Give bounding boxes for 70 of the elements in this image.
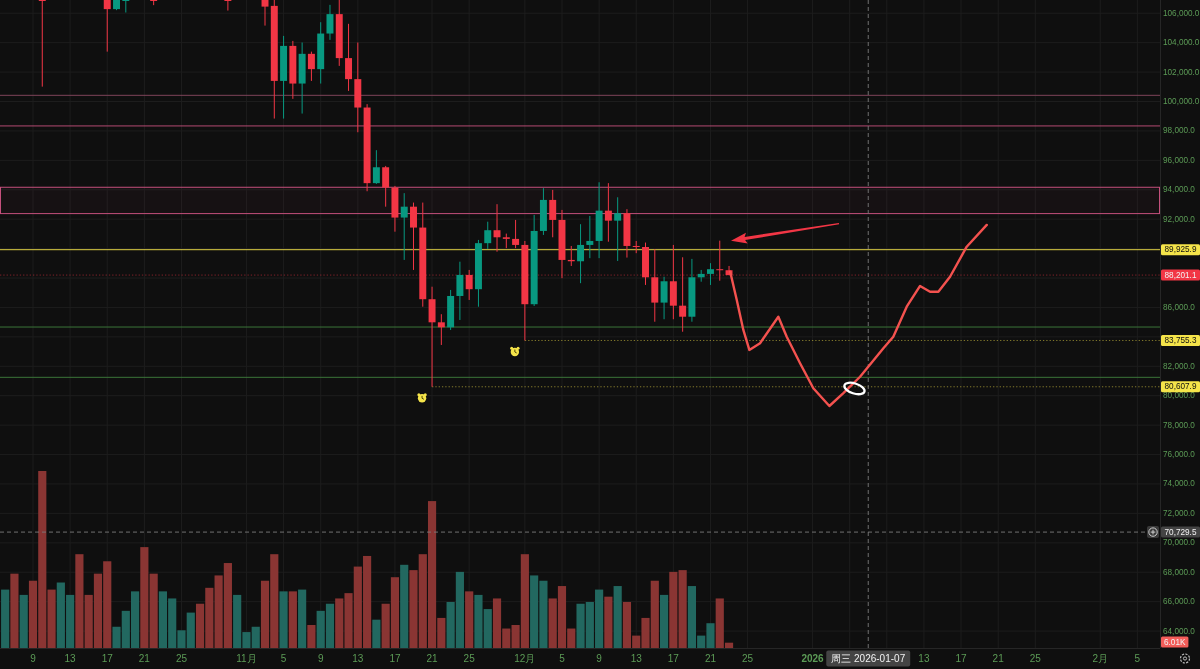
- x-tick-label: 9: [317, 653, 324, 664]
- bar: [140, 547, 149, 648]
- y-tick-label: 96,000.0: [1163, 155, 1196, 165]
- x-tick-label: 12月: [514, 653, 536, 664]
- y-tick-label: 102,000.0: [1163, 67, 1200, 77]
- x-tick-label: 13: [918, 653, 930, 664]
- bar: [279, 591, 288, 648]
- x-tick-label: 21: [704, 653, 717, 664]
- ref-line-label: 80,607.9: [1164, 382, 1197, 392]
- y-tick-label: 92,000.0: [1163, 214, 1196, 224]
- ref-line-label: 周三 2026-01-07: [831, 653, 906, 664]
- bar: [400, 564, 409, 648]
- y-tick-label: 98,000.0: [1163, 126, 1196, 136]
- x-tick-label: 2026: [801, 653, 825, 664]
- x-tick-label: 9: [596, 653, 603, 664]
- bar: [307, 624, 316, 648]
- bar: [10, 573, 19, 648]
- bar: [465, 591, 474, 648]
- bar: [75, 554, 84, 648]
- y-tick-label: 86,000.0: [1163, 302, 1196, 312]
- y-tick-label: 64,000.0: [1163, 626, 1196, 636]
- ref-line-label: 88,201.1: [1164, 270, 1197, 280]
- x-tick-label: 25: [175, 653, 188, 664]
- ref-line-label: 89,925.9: [1164, 245, 1197, 255]
- x-tick-label: 17: [389, 653, 401, 664]
- y-tick-label: 68,000.0: [1163, 567, 1196, 577]
- y-tick-label: 82,000.0: [1163, 361, 1196, 371]
- x-tick-label: 25: [463, 653, 476, 664]
- x-tick-label: 13: [630, 653, 643, 664]
- x-tick-label: 5: [1134, 653, 1141, 664]
- y-tick-label: 76,000.0: [1163, 450, 1196, 460]
- x-tick-label: 9: [30, 653, 37, 664]
- x-tick-label: 25: [1029, 653, 1042, 664]
- x-tick-label: 21: [992, 653, 1005, 664]
- y-tick-label: 94,000.0: [1163, 185, 1196, 195]
- x-tick-label: 2月: [1092, 653, 1109, 664]
- text: 6.01K: [1164, 637, 1186, 647]
- x-tick-label: 5: [559, 653, 566, 664]
- bar: [659, 594, 669, 648]
- bar: [372, 619, 381, 648]
- bar: [19, 594, 28, 648]
- x-tick-label: 25: [742, 653, 754, 664]
- y-tick-label: 72,000.0: [1163, 508, 1196, 518]
- bar: [1, 589, 10, 648]
- bar: [604, 596, 613, 648]
- y-tick-label: 78,000.0: [1163, 420, 1196, 430]
- x-tick-label: 13: [352, 653, 364, 664]
- y-tick-label: 100,000.0: [1163, 97, 1200, 106]
- ref-line-label: 83,755.3: [1164, 335, 1197, 345]
- bar: [298, 589, 307, 648]
- bar: [669, 571, 678, 648]
- x-tick-label: 11月: [236, 653, 257, 664]
- x-tick-label: 5: [280, 653, 287, 664]
- ref-line-label: 70,729.5: [1164, 527, 1197, 537]
- y-tick-label: 70,000.0: [1163, 538, 1196, 548]
- y-tick-label: 74,000.0: [1163, 479, 1196, 489]
- x-tick-label: 17: [667, 653, 680, 664]
- y-tick-label: 104,000.0: [1163, 38, 1200, 48]
- x-tick-label: 17: [955, 653, 968, 664]
- bar: [288, 591, 297, 648]
- bar: [149, 573, 158, 648]
- bar: [613, 586, 622, 648]
- y-tick-label: 106,000.0: [1163, 8, 1200, 18]
- bar: [678, 570, 687, 648]
- x-tick-label: 17: [101, 653, 114, 664]
- x-tick-label: 21: [426, 653, 439, 664]
- x-tick-label: 21: [138, 653, 151, 664]
- y-tick-label: 80,000.0: [1163, 391, 1196, 401]
- y-tick-label: 66,000.0: [1163, 597, 1196, 607]
- x-tick-label: 13: [64, 653, 77, 664]
